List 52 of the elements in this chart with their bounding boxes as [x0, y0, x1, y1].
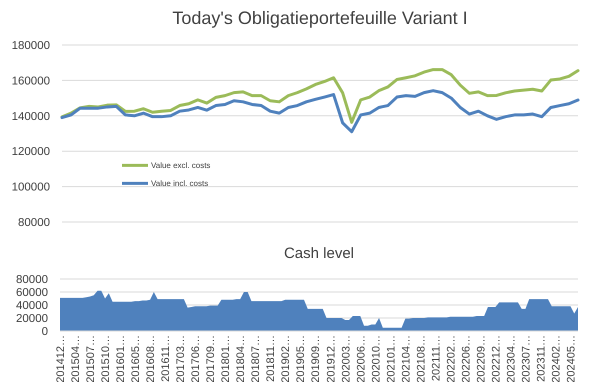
x-tick-label: 201801…: [220, 335, 232, 382]
x-tick-label: 202104…: [400, 335, 412, 382]
x-tick-label: 202209…: [475, 335, 488, 382]
x-tick-label: 201709…: [205, 335, 218, 382]
x-tick-label: 202003…: [340, 335, 352, 382]
x-tick-label: 202108…: [415, 335, 428, 382]
x-tick-label: 202006…: [355, 335, 368, 382]
x-tick-label: 201912…: [325, 335, 338, 382]
y-tick-label: 20000: [16, 313, 48, 326]
x-tick-label: 202010…: [370, 335, 382, 382]
y-tick-label: 60000: [16, 287, 48, 300]
x-tick-label: 202304…: [505, 335, 518, 382]
y-tick-label: 80000: [18, 217, 50, 230]
x-tick-label: 202206…: [460, 335, 472, 382]
y-tick-label: 120000: [12, 146, 50, 158]
chart-title: Cash level: [284, 245, 354, 262]
x-tick-label: 202402…: [550, 335, 562, 382]
line-series: [60, 89, 580, 134]
x-tick-label: 202202…: [445, 335, 458, 382]
y-tick-label: 0: [42, 326, 48, 338]
x-tick-label: 201804…: [235, 335, 248, 382]
line-series: [60, 68, 580, 124]
x-tick-label: 201504…: [70, 335, 82, 382]
y-tick-label: 160000: [12, 75, 50, 88]
x-tick-label: 202405…: [565, 335, 578, 382]
x-tick-label: 202307…: [520, 335, 532, 382]
legend-label: Value excl. costs: [151, 161, 210, 170]
x-tick-label: 201412…: [55, 335, 67, 382]
y-tick-label: 100000: [12, 182, 50, 194]
y-tick-label: 140000: [12, 110, 50, 123]
x-tick-label: 201507…: [85, 335, 98, 382]
x-tick-label: 201601…: [115, 335, 128, 382]
x-tick-label: 201703…: [175, 335, 188, 382]
x-tick-label: 201605…: [130, 335, 142, 382]
x-tick-label: 202111…: [430, 335, 442, 382]
x-tick-label: 201608…: [145, 335, 158, 382]
legend-label: Value incl. costs: [151, 179, 208, 188]
y-tick-label: 40000: [16, 300, 48, 312]
x-tick-label: 202311…: [535, 335, 548, 382]
x-tick-label: 202101…: [385, 335, 398, 382]
y-tick-label: 180000: [12, 40, 50, 52]
x-tick-label: 201611…: [160, 335, 172, 382]
x-tick-label: 201807…: [250, 335, 262, 382]
y-tick-label: 80000: [16, 274, 48, 286]
chart-title: Today's Obligatieportefeuille Variant I: [172, 8, 468, 28]
x-tick-label: 202212…: [490, 335, 502, 382]
x-tick-label: 201902…: [280, 335, 292, 382]
x-tick-label: 201510…: [100, 335, 112, 382]
x-tick-label: 201909…: [310, 335, 322, 382]
x-tick-label: 201706…: [190, 335, 202, 382]
x-tick-label: 201811…: [265, 335, 278, 382]
x-tick-label: 201905…: [295, 335, 308, 382]
